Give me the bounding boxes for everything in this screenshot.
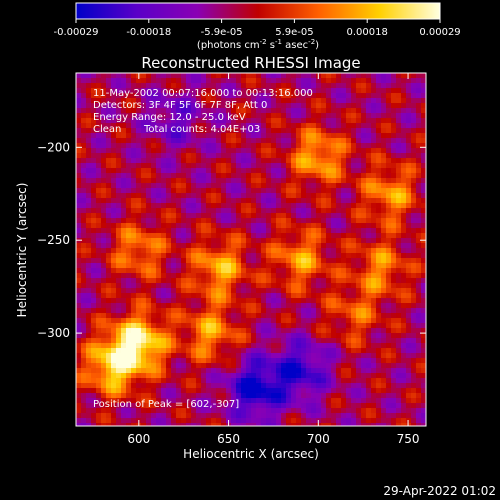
annotation-energy-range: Energy Range: 12.0 - 25.0 keV xyxy=(93,112,246,123)
observation-annotations: 11-May-2002 00:07:16.000 to 00:13:16.000… xyxy=(93,88,313,135)
colorbar xyxy=(75,2,441,20)
annotation-total-counts: Total counts: 4.04E+03 xyxy=(143,124,260,135)
annotation-method: Clean xyxy=(93,124,121,135)
x-axis-ticks: 600 650 700 750 xyxy=(127,73,420,446)
x-tick-label: 700 xyxy=(307,432,330,446)
heatmap-image xyxy=(76,73,426,426)
colorbar-tick-label: 5.9e-05 xyxy=(275,27,313,38)
annotation-time-range: 11-May-2002 00:07:16.000 to 00:13:16.000 xyxy=(93,88,313,99)
y-axis-ticks: −200 −250 −300 xyxy=(37,140,426,340)
plot-timestamp: 29-Apr-2022 01:02 xyxy=(383,484,496,498)
colorbar-tick-label: -0.00029 xyxy=(54,27,99,38)
y-tick-label: −250 xyxy=(37,233,70,247)
colorbar-tick-label: -0.00018 xyxy=(126,27,171,38)
chart-title: Reconstructed RHESSI Image xyxy=(141,54,360,72)
y-axis-label: Heliocentric Y (arcsec) xyxy=(15,183,29,318)
y-tick-label: −200 xyxy=(37,140,70,154)
colorbar-ticks: -0.00029 -0.00018 -5.9e-05 5.9e-05 0.00018 0.… xyxy=(54,19,461,38)
peak-position-annotation: Position of Peak = [602,-307] xyxy=(93,399,239,410)
colorbar-tick-label: 0.00018 xyxy=(347,27,388,38)
colorbar-tick-label: -5.9e-05 xyxy=(201,27,243,38)
x-axis-label: Heliocentric X (arcsec) xyxy=(183,447,319,461)
y-tick-label: −300 xyxy=(37,326,70,340)
plot-frame xyxy=(75,72,427,427)
colorbar-tick-label: 0.00029 xyxy=(419,27,460,38)
x-tick-label: 750 xyxy=(397,432,420,446)
x-tick-label: 650 xyxy=(217,432,240,446)
x-tick-label: 600 xyxy=(127,432,150,446)
colorbar-unit-label: (photons cm-2 s-1 asec-2) xyxy=(197,38,319,51)
annotation-detectors: Detectors: 3F 4F 5F 6F 7F 8F, Att 0 xyxy=(93,100,267,111)
